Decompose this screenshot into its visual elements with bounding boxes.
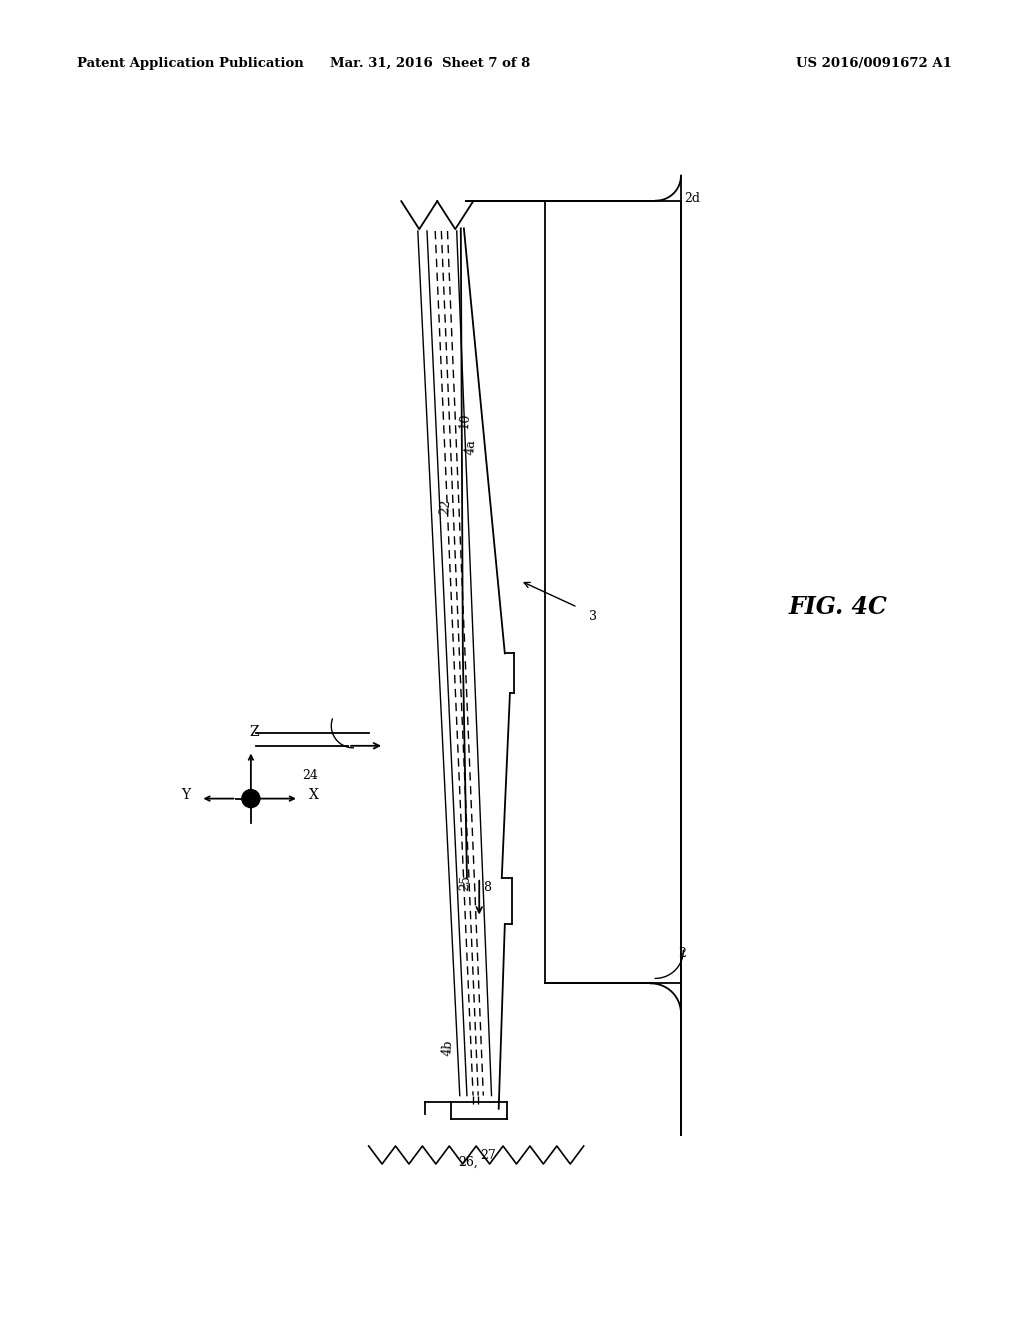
Text: FIG. 4C: FIG. 4C <box>788 595 887 619</box>
Text: 10: 10 <box>458 412 472 429</box>
Text: Z: Z <box>249 725 259 739</box>
Text: 26,: 26, <box>458 1155 477 1168</box>
Text: 2: 2 <box>678 946 686 960</box>
Text: 24: 24 <box>302 768 318 781</box>
Text: Y: Y <box>181 788 190 801</box>
Text: 4b: 4b <box>440 1039 455 1056</box>
Text: 2d: 2d <box>684 191 700 205</box>
Text: 4a: 4a <box>464 438 478 455</box>
Text: 8: 8 <box>483 880 492 894</box>
Text: X: X <box>308 788 318 801</box>
Text: Mar. 31, 2016  Sheet 7 of 8: Mar. 31, 2016 Sheet 7 of 8 <box>330 57 530 70</box>
Text: 27: 27 <box>480 1148 496 1162</box>
Text: Patent Application Publication: Patent Application Publication <box>77 57 303 70</box>
Text: 3: 3 <box>589 610 597 623</box>
Text: 25: 25 <box>458 874 472 891</box>
Text: US 2016/0091672 A1: US 2016/0091672 A1 <box>797 57 952 70</box>
Circle shape <box>242 789 260 808</box>
Text: 22: 22 <box>438 498 453 515</box>
